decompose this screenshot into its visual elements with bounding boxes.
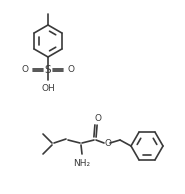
Text: O: O xyxy=(67,66,74,74)
Text: O: O xyxy=(22,66,29,74)
Text: O: O xyxy=(105,139,112,148)
Text: O: O xyxy=(95,114,102,123)
Text: OH: OH xyxy=(41,84,55,93)
Text: S: S xyxy=(45,65,51,75)
Text: NH₂: NH₂ xyxy=(73,159,91,168)
